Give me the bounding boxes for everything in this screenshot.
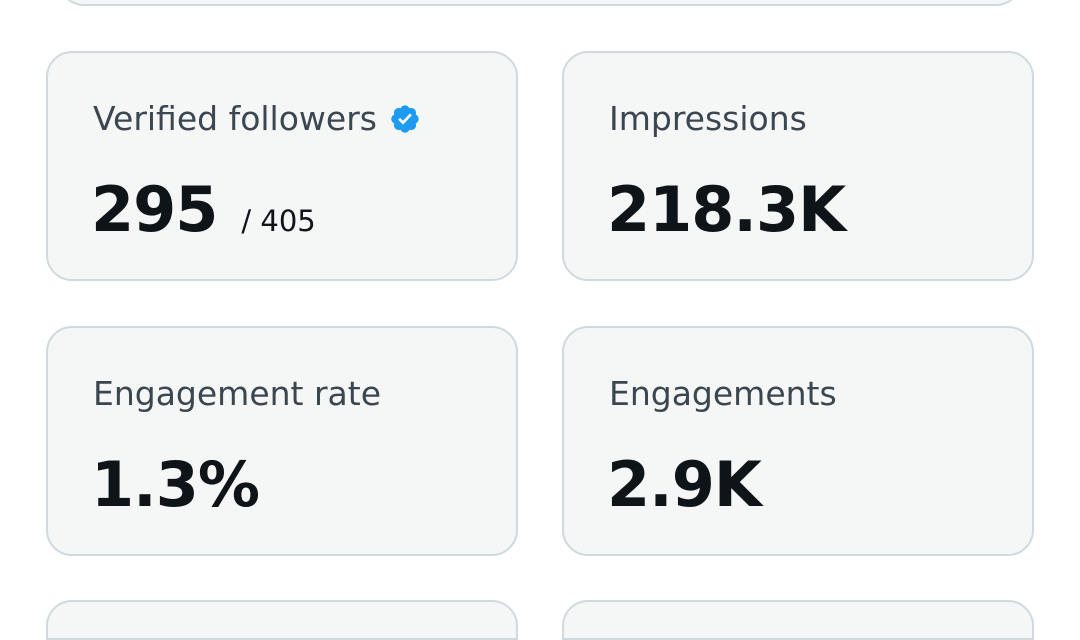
stat-label: Engagements bbox=[609, 374, 837, 413]
page: Verified followers 295 / 405 Impressions … bbox=[46, 0, 1034, 640]
stat-card[interactable]: Engagement rate 1.3% bbox=[46, 326, 518, 556]
stat-value: 295 / 405 bbox=[91, 173, 316, 246]
stat-value: 218.3K bbox=[607, 173, 846, 246]
stat-label: Verified followers bbox=[93, 99, 421, 138]
card-edge bbox=[58, 0, 1022, 6]
value-text: 295 bbox=[91, 173, 218, 246]
stat-card[interactable]: Impressions 218.3K bbox=[562, 51, 1034, 281]
card-edge bbox=[562, 600, 1034, 640]
verified-badge bbox=[391, 104, 419, 133]
label-text: Verified followers bbox=[93, 99, 377, 138]
card-edge bbox=[46, 600, 518, 640]
stat-value: 2.9K bbox=[607, 448, 762, 521]
secondary-value: / 405 bbox=[241, 204, 316, 238]
stat-value: 1.3% bbox=[91, 448, 260, 521]
stat-label: Impressions bbox=[609, 99, 807, 138]
stat-label: Engagement rate bbox=[93, 374, 382, 413]
stat-card[interactable]: Verified followers 295 / 405 bbox=[46, 51, 518, 281]
stat-card[interactable]: Engagements 2.9K bbox=[562, 326, 1034, 556]
